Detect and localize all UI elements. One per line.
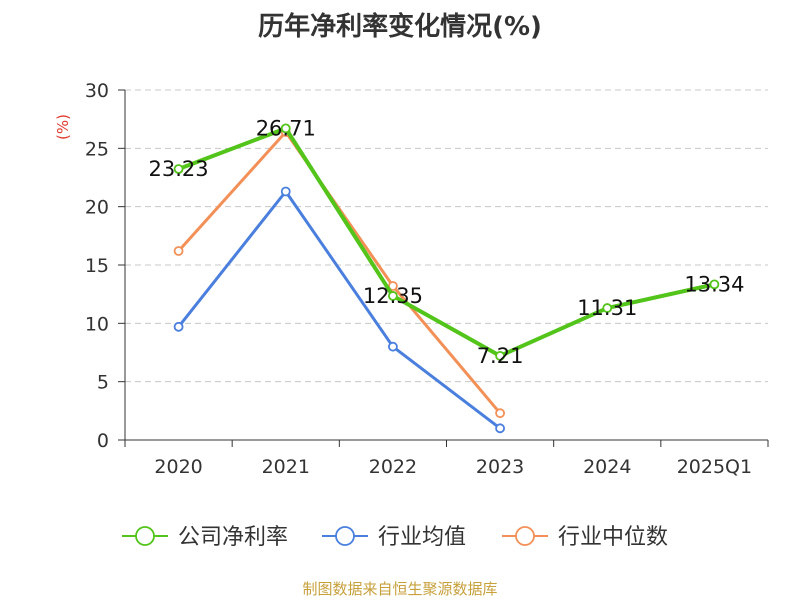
legend-label: 行业中位数 <box>558 525 668 550</box>
data-point <box>709 279 720 290</box>
grid-lines <box>125 89 768 383</box>
data-point <box>602 303 613 313</box>
data-point <box>495 408 505 419</box>
series-layer <box>173 123 720 434</box>
axes: 0 5 10 15 20 25 30 2020 2021 2022 2023 2024 2025Q1 (%… <box>54 80 769 478</box>
x-tick-label: 2023 <box>476 456 524 478</box>
y-tick-label: 0 <box>97 430 109 452</box>
y-tick-label: 5 <box>97 372 109 394</box>
y-tick-label: 10 <box>85 313 109 335</box>
data-point <box>173 246 184 256</box>
source-note: 制图数据来自恒生聚源数据库 <box>302 580 498 598</box>
data-point <box>280 123 291 134</box>
data-point <box>388 341 398 352</box>
legend: 公司净利率 行业均值 行业中位数 <box>122 525 668 550</box>
data-label: 7.21 <box>477 344 524 368</box>
data-label: 23.23 <box>149 157 209 181</box>
y-tick-label: 25 <box>85 138 109 160</box>
data-labels: 23.23 26.71 12.35 7.21 11.31 13.34 <box>149 116 745 368</box>
data-point <box>495 423 505 434</box>
data-point <box>173 164 184 174</box>
data-label: 13.34 <box>684 272 744 296</box>
chart-title: 历年净利率变化情况(%) <box>258 12 542 42</box>
legend-swatch-marker <box>335 526 355 546</box>
x-tick-label: 2021 <box>262 456 310 478</box>
data-point <box>495 350 505 361</box>
data-point <box>280 186 291 197</box>
series-line-0 <box>177 126 715 358</box>
legend-swatch-marker <box>135 526 155 546</box>
data-label: 26.71 <box>256 116 316 140</box>
y-tick-label: 30 <box>85 80 109 102</box>
data-label: 12.35 <box>363 284 423 308</box>
x-tick-label: 2024 <box>583 456 631 478</box>
legend-swatch-marker <box>515 526 535 546</box>
x-tick-label: 2025Q1 <box>677 456 752 478</box>
data-point <box>173 321 184 332</box>
y-tick-label: 20 <box>85 197 109 219</box>
data-point <box>388 291 398 301</box>
legend-label: 公司净利率 <box>178 525 288 550</box>
x-tick-label: 2020 <box>154 456 202 478</box>
x-tick-label: 2022 <box>369 456 417 478</box>
y-axis-label: (%) <box>54 114 72 140</box>
y-tick-label: 15 <box>85 255 109 277</box>
data-label: 11.31 <box>577 296 637 320</box>
series-line-1 <box>177 190 501 430</box>
legend-label: 行业均值 <box>378 525 466 550</box>
series-line-2 <box>177 130 502 415</box>
